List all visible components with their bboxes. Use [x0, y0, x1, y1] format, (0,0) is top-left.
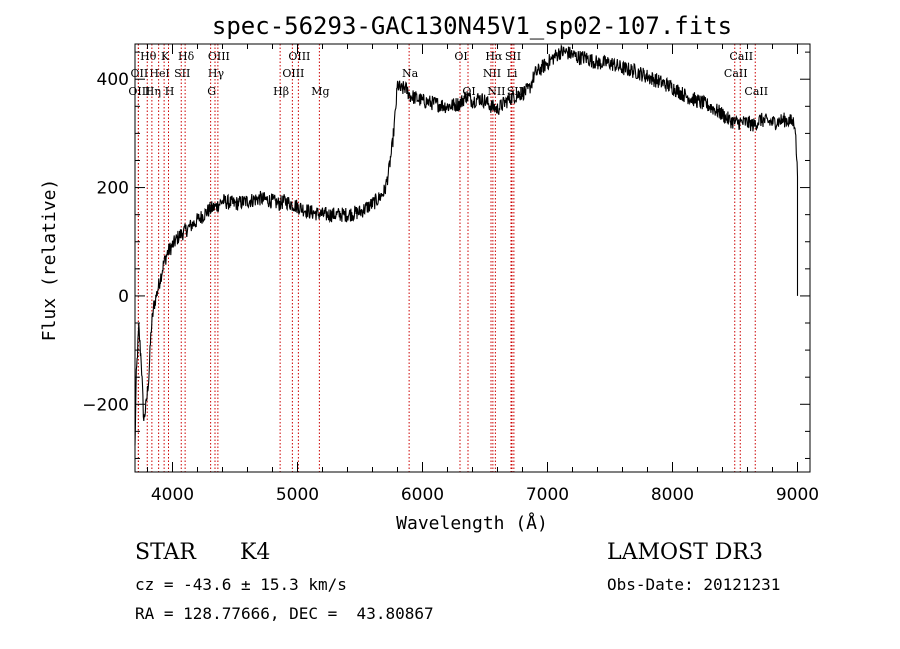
x-tick-label: 5000 [276, 485, 319, 505]
redshift-line: cz = -43.6 ± 15.3 km/s [135, 575, 347, 594]
line-marker-label: OIII [288, 50, 310, 63]
chart-title: spec-56293-GAC130N45V1_sp02-107.fits [212, 12, 732, 40]
line-marker-label: CaII [729, 50, 753, 63]
line-marker-label: OIII [282, 67, 304, 80]
line-marker-label: CaII [744, 85, 768, 98]
line-marker-label: OI [454, 50, 467, 63]
line-marker-label: HeI [149, 67, 169, 80]
line-marker-label: K [161, 50, 170, 63]
line-marker-label: Hβ [273, 85, 289, 98]
x-tick-label: 8000 [651, 485, 694, 505]
object-class: STAR [135, 540, 196, 565]
line-marker-label: Mg [311, 85, 329, 98]
obs-date-line: Obs-Date: 20121231 [607, 575, 781, 594]
line-marker-label: G [207, 85, 216, 98]
x-axis-label: Wavelength (Å) [396, 512, 548, 534]
coords-line: RA = 128.77666, DEC = 43.80867 [135, 604, 434, 623]
x-tick-label: 4000 [151, 485, 194, 505]
series-layer [134, 43, 799, 446]
line-marker-label: OIII [208, 50, 230, 63]
line-marker-label: OIII [128, 85, 150, 98]
line-marker-label: NII [487, 85, 505, 98]
line-marker-label: Hα [485, 50, 503, 63]
line-marker-label: Li [507, 67, 518, 80]
line-marker-label: NII [483, 67, 501, 80]
line-marker-label: CaII [724, 67, 748, 80]
line-marker-label: SII [174, 67, 190, 80]
x-tick-label: 7000 [526, 485, 569, 505]
object-subclass: K4 [240, 540, 271, 565]
y-tick-label: −200 [82, 395, 129, 415]
line-marker-label: Hη [145, 85, 161, 98]
y-tick-label: 200 [97, 179, 129, 199]
survey-name: LAMOST DR3 [607, 540, 763, 565]
y-axis-label: Flux (relative) [39, 179, 60, 342]
line-marker-label: Hγ [208, 67, 225, 80]
y-tick-label: 0 [118, 287, 129, 307]
line-marker-label: OII [131, 67, 149, 80]
axes: 4000 5000 6000 7000 8000 9000 −200 0 200 400 [82, 43, 819, 505]
line-marker-label: Hδ [178, 50, 195, 63]
y-tick-label: 400 [97, 70, 129, 90]
line-markers: Hθ OII OIII K HeI Hη Hδ SII H OIII Hγ G OIII OIII Hβ Mg… [128, 44, 768, 472]
spectrum-line [134, 43, 799, 446]
line-marker-label: H [165, 85, 175, 98]
line-marker-label: Hθ [140, 50, 157, 63]
line-marker-label: SII [505, 50, 521, 63]
x-tick-label: 6000 [401, 485, 444, 505]
line-marker-label: Na [402, 67, 419, 80]
x-tick-label: 9000 [776, 485, 819, 505]
